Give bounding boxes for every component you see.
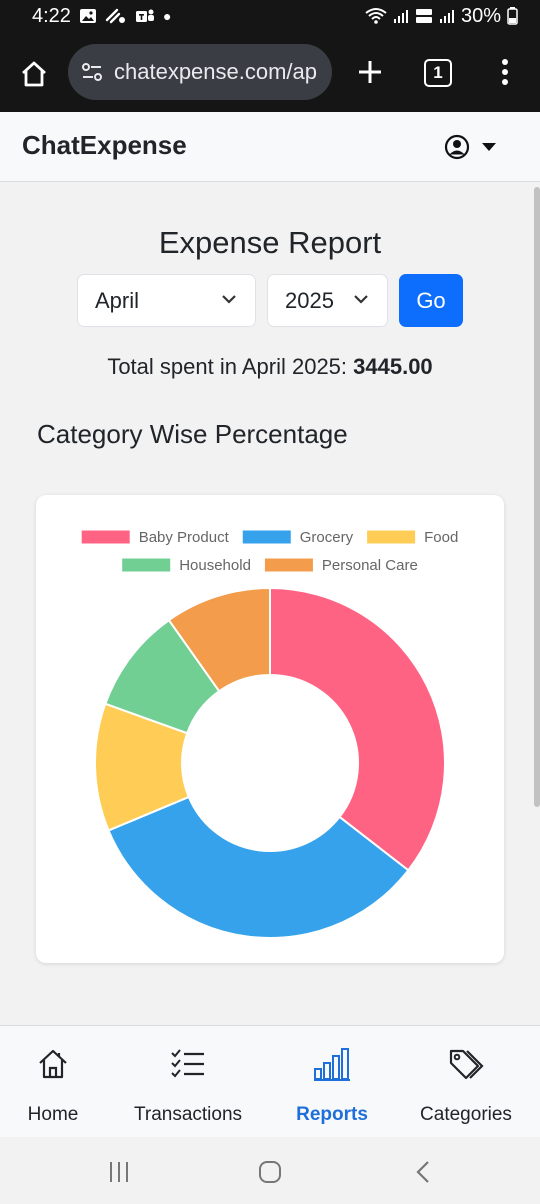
signal-icon-2 bbox=[439, 8, 455, 24]
doughnut-chart: Baby Product Grocery Food Household Personal… bbox=[81, 529, 458, 939]
carrier-notification-icon bbox=[105, 8, 127, 24]
url-text: chatexpense.com/ap bbox=[114, 59, 318, 84]
scrollbar[interactable] bbox=[534, 187, 540, 807]
chevron-down-icon bbox=[354, 295, 368, 304]
legend-item-baby-product[interactable]: Baby Product bbox=[81, 529, 230, 546]
bar-chart-icon bbox=[313, 1046, 351, 1082]
total-spent-line: Total spent in April 2025: 3445.00 bbox=[0, 354, 540, 380]
browser-toolbar: chatexpense.com/ap 1 bbox=[0, 32, 540, 112]
nav-home[interactable]: Home bbox=[14, 1026, 92, 1138]
recent-apps-icon bbox=[110, 1162, 128, 1182]
tags-icon bbox=[447, 1046, 485, 1082]
chevron-down-icon bbox=[222, 295, 236, 304]
legend-label-food: Food bbox=[424, 529, 458, 546]
total-spent-value: 3445.00 bbox=[353, 354, 433, 379]
signal-icon bbox=[393, 8, 409, 24]
home-icon bbox=[36, 1046, 70, 1082]
battery-icon bbox=[507, 7, 518, 25]
legend-item-personal-care[interactable]: Personal Care bbox=[264, 557, 418, 574]
slice-personal-care[interactable] bbox=[167, 586, 271, 693]
legend-swatch-baby-product bbox=[81, 530, 130, 544]
legend-swatch-personal-care bbox=[264, 558, 313, 572]
site-settings-icon bbox=[82, 63, 102, 81]
legend-item-food[interactable]: Food bbox=[367, 529, 458, 546]
browser-home-button[interactable] bbox=[16, 56, 52, 92]
main-content: Expense Report April 2025 Go Total spent… bbox=[0, 183, 540, 1025]
section-title: Category Wise Percentage bbox=[37, 419, 348, 449]
month-select[interactable]: April bbox=[77, 274, 256, 327]
nav-reports[interactable]: Reports bbox=[290, 1026, 374, 1138]
nav-categories-label: Categories bbox=[420, 1104, 512, 1125]
slice-grocery[interactable] bbox=[107, 795, 410, 939]
plus-icon bbox=[359, 61, 381, 83]
recent-apps-button[interactable] bbox=[104, 1159, 134, 1185]
slice-baby-product[interactable] bbox=[269, 586, 446, 872]
legend-swatch-grocery bbox=[242, 530, 291, 544]
back-button[interactable] bbox=[408, 1159, 438, 1185]
teams-notification-icon bbox=[135, 8, 155, 24]
legend-label-baby-product: Baby Product bbox=[139, 529, 230, 546]
status-left: 4:22 ● bbox=[32, 5, 171, 28]
month-select-value: April bbox=[95, 287, 140, 313]
home-system-button[interactable] bbox=[255, 1159, 285, 1185]
system-nav-bar bbox=[0, 1137, 540, 1204]
status-right: 30% bbox=[365, 5, 518, 28]
user-menu-toggle[interactable] bbox=[444, 132, 504, 162]
nav-transactions-label: Transactions bbox=[133, 1104, 243, 1125]
list-checks-icon bbox=[170, 1046, 206, 1082]
legend-swatch-household bbox=[122, 558, 171, 572]
user-circle-icon bbox=[444, 134, 470, 160]
legend-label-personal-care: Personal Care bbox=[322, 557, 418, 574]
kebab-menu-icon bbox=[502, 59, 508, 85]
legend-label-household: Household bbox=[179, 557, 251, 574]
tab-switcher-button[interactable]: 1 bbox=[424, 59, 452, 87]
legend-swatch-food bbox=[367, 530, 416, 544]
status-bar: 4:22 ● 30% bbox=[0, 0, 540, 32]
tab-count: 1 bbox=[433, 63, 443, 82]
legend-item-household[interactable]: Household bbox=[122, 557, 251, 574]
go-button[interactable]: Go bbox=[399, 274, 463, 327]
volte-icon bbox=[415, 7, 433, 25]
bottom-nav: Home Transactions Reports Categories bbox=[0, 1025, 540, 1137]
app-header: ChatExpense bbox=[0, 112, 540, 182]
home-circle-icon bbox=[259, 1161, 281, 1183]
page-title: Expense Report bbox=[158, 225, 382, 260]
nav-reports-label: Reports bbox=[296, 1104, 368, 1125]
back-chevron-icon bbox=[416, 1161, 429, 1183]
status-time: 4:22 bbox=[32, 4, 71, 27]
year-select-value: 2025 bbox=[285, 287, 334, 313]
nav-home-label: Home bbox=[27, 1104, 79, 1125]
total-spent-label: Total spent in April 2025: bbox=[107, 354, 354, 379]
address-bar[interactable]: chatexpense.com/ap bbox=[68, 44, 332, 100]
home-outline-icon bbox=[22, 61, 46, 87]
new-tab-button[interactable] bbox=[352, 54, 388, 90]
legend-item-grocery[interactable]: Grocery bbox=[242, 529, 354, 546]
more-notifications-dot: ● bbox=[162, 8, 172, 24]
nav-transactions[interactable]: Transactions bbox=[126, 1026, 250, 1138]
legend-label-grocery: Grocery bbox=[300, 529, 354, 546]
browser-menu-button[interactable] bbox=[494, 54, 516, 90]
year-select[interactable]: 2025 bbox=[267, 274, 388, 327]
chart-card: Baby Product Grocery Food Household Personal… bbox=[36, 495, 504, 963]
battery-percent: 30% bbox=[460, 4, 501, 27]
nav-categories[interactable]: Categories bbox=[412, 1026, 520, 1138]
gallery-notification-icon bbox=[79, 8, 97, 24]
wifi-icon bbox=[365, 7, 387, 25]
brand-title[interactable]: ChatExpense bbox=[22, 130, 187, 160]
caret-down-icon bbox=[482, 143, 496, 151]
